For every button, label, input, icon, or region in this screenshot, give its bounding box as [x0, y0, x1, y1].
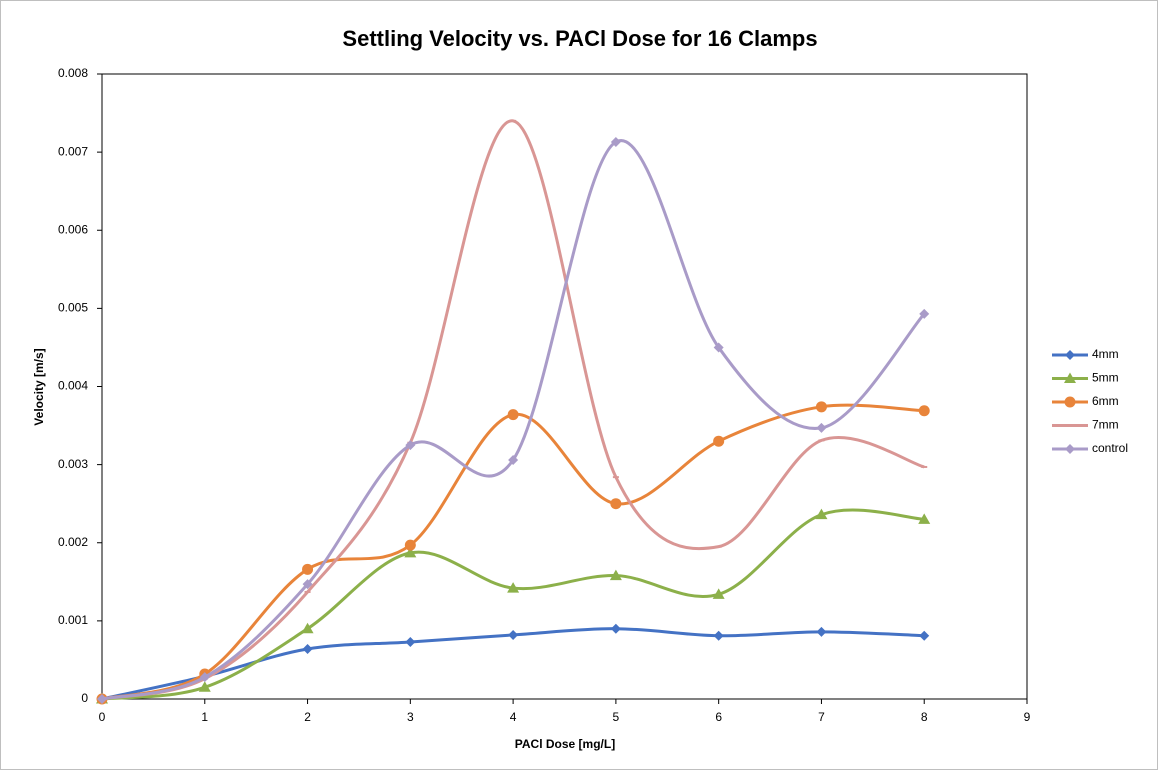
marker	[507, 582, 520, 593]
legend-label: 5mm	[1092, 371, 1119, 385]
marker	[302, 579, 313, 590]
marker	[815, 401, 827, 413]
marker	[97, 694, 107, 704]
x-tick-label: 6	[715, 710, 722, 724]
marker	[1065, 350, 1075, 360]
x-tick-label: 1	[201, 710, 208, 724]
marker	[918, 405, 930, 417]
x-axis-title: PACl Dose [mg/L]	[515, 737, 615, 751]
marker	[302, 644, 313, 654]
y-tick-label: 0.004	[58, 379, 88, 393]
x-tick-label: 0	[99, 710, 106, 724]
marker	[816, 626, 827, 637]
series	[97, 136, 930, 704]
y-tick-label: 0.007	[58, 144, 88, 158]
y-tick-label: 0.008	[58, 66, 88, 80]
marker	[610, 498, 622, 510]
marker	[1064, 396, 1076, 408]
legend-label: 4mm	[1092, 347, 1119, 361]
marker	[507, 409, 519, 421]
marker	[918, 513, 931, 524]
x-tick-label: 2	[304, 710, 311, 724]
marker	[301, 622, 314, 634]
marker	[198, 681, 211, 692]
marker	[199, 672, 210, 683]
legend-label: 6mm	[1092, 394, 1119, 408]
y-tick-label: 0.001	[58, 613, 88, 627]
marker	[713, 342, 724, 353]
x-tick-label: 9	[1024, 710, 1031, 724]
y-tick-label: 0.002	[58, 535, 88, 549]
marker	[610, 136, 621, 147]
legend-label: 7mm	[1092, 418, 1119, 432]
x-tick-label: 7	[818, 710, 825, 724]
marker	[405, 636, 416, 647]
x-tick-label: 5	[613, 710, 620, 724]
y-tick-label: 0.003	[58, 457, 88, 471]
marker	[1064, 372, 1076, 383]
marker	[405, 440, 416, 451]
marker	[713, 630, 724, 641]
marker	[609, 569, 622, 581]
x-tick-label: 4	[510, 710, 517, 724]
marker	[919, 308, 930, 319]
marker	[508, 629, 519, 640]
x-tick-label: 3	[407, 710, 414, 724]
marker	[712, 588, 725, 599]
marker	[713, 435, 725, 447]
marker	[816, 422, 827, 433]
y-tick-label: 0.005	[58, 301, 88, 315]
marker	[815, 508, 828, 520]
x-tick-label: 8	[921, 710, 928, 724]
marker	[302, 563, 314, 575]
legend-label: control	[1092, 441, 1128, 455]
marker	[1065, 444, 1075, 454]
y-tick-label: 0	[81, 691, 88, 705]
y-tick-label: 0.006	[58, 222, 88, 236]
marker	[404, 539, 416, 551]
chart-title: Settling Velocity vs. PACl Dose for 16 C…	[342, 26, 817, 51]
y-axis-title: Velocity [m/s]	[32, 348, 46, 425]
series-line	[101, 139, 926, 701]
marker	[610, 623, 621, 634]
marker	[919, 630, 930, 641]
marker	[404, 546, 417, 558]
marker	[508, 454, 519, 465]
